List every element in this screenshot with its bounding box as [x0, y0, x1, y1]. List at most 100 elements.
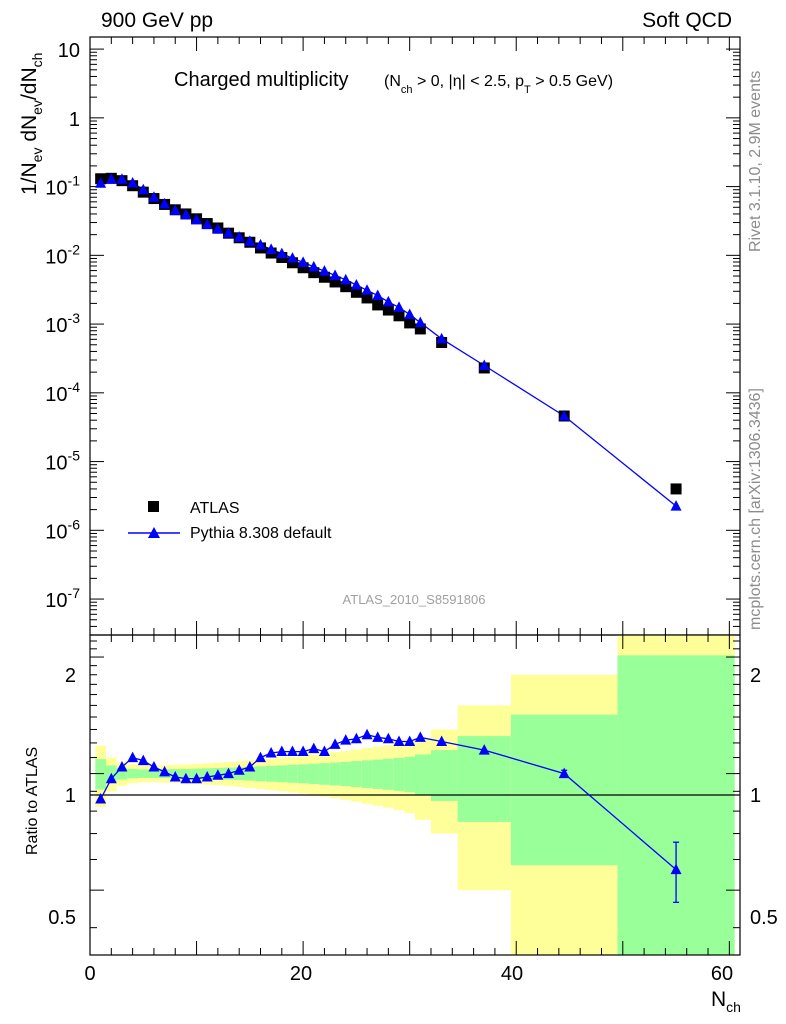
ratio-point [180, 772, 192, 784]
main-panel: 10-7 10-6 10-5 10-4 10-3 10-2 10-1 1 10 Charged … [18, 36, 741, 636]
green-band [116, 767, 128, 780]
x-tick-40: 40 [501, 963, 523, 985]
ratio-plot-frame [89, 634, 741, 956]
pythia-point [95, 177, 107, 188]
ratio-point [223, 767, 235, 779]
main-y-tick-label: 10-4 [45, 379, 80, 406]
pythia-line [100, 178, 677, 507]
ratio-point [276, 745, 288, 757]
main-y-tick-label: 10-7 [45, 585, 80, 612]
green-band [415, 754, 431, 796]
pythia-point [254, 238, 266, 250]
ratio-point [254, 751, 266, 763]
atlas-points [95, 172, 682, 495]
legend-atlas-marker [148, 501, 159, 512]
pythia-point [340, 273, 352, 285]
pythia-point [180, 208, 192, 220]
ratio-y-tick-2-right: 2 [750, 665, 761, 687]
mcplots-source-label: mcplots.cern.ch [arXiv:1306.3436] [747, 388, 764, 630]
green-band [319, 763, 330, 785]
ratio-pythia-points [95, 728, 682, 904]
green-band [329, 762, 341, 786]
pythia-point [159, 197, 171, 209]
pythia-point [350, 279, 362, 290]
pythia-point [148, 191, 160, 202]
green-band [340, 761, 352, 787]
ratio-point [201, 770, 213, 782]
ratio-point [329, 738, 341, 749]
atlas-point [393, 310, 405, 322]
green-band [430, 750, 458, 801]
pythia-point [329, 269, 341, 280]
green-band [244, 766, 256, 781]
green-band [287, 764, 298, 783]
atlas-point [372, 299, 384, 311]
ratio-point [148, 760, 160, 772]
pythia-point [265, 243, 277, 254]
pythia-point [233, 231, 245, 242]
ratio-point [95, 792, 107, 804]
main-y-tick-label: 10-1 [45, 173, 80, 200]
pythia-point [414, 316, 426, 328]
ratio-point [297, 745, 309, 757]
x-tick-0: 0 [84, 963, 95, 985]
ratio-point [558, 767, 570, 779]
atlas-point [286, 257, 298, 269]
pythia-point [372, 289, 384, 301]
ratio-point [308, 742, 320, 754]
green-band [404, 756, 415, 793]
x-tick-20: 20 [290, 963, 312, 985]
atlas-point [404, 317, 416, 329]
ratio-point [159, 765, 171, 777]
atlas-point [361, 292, 373, 304]
ratio-point [244, 760, 256, 772]
main-y-tick-label: 10-6 [45, 516, 80, 543]
ratio-point [478, 744, 490, 755]
ratio-y-tick-0.5-left: 0.5 [48, 907, 76, 929]
pythia-point [276, 247, 288, 259]
ratio-point [233, 764, 245, 775]
pythia-points [95, 173, 682, 511]
main-plot-frame [89, 36, 741, 636]
legend-atlas-label: ATLAS [190, 500, 240, 517]
green-band [137, 769, 149, 778]
pythia-point [137, 183, 149, 195]
pythia-point [558, 410, 570, 421]
ratio-point [127, 751, 139, 763]
green-band [351, 761, 362, 788]
ratio-point [169, 770, 181, 782]
main-y-ticks [90, 48, 740, 636]
green-band [95, 759, 106, 790]
green-band [617, 655, 735, 955]
green-band [510, 714, 618, 866]
main-y-tick-label: 10-3 [45, 310, 80, 337]
ratio-point [670, 863, 682, 875]
ratio-point [382, 732, 394, 744]
x-axis-label: Nch [711, 988, 741, 1015]
pythia-point [212, 223, 224, 234]
pythia-point [201, 218, 213, 230]
pythia-curve [100, 178, 677, 507]
ratio-point [436, 735, 448, 747]
legend-pythia-label: Pythia 8.308 default [190, 525, 332, 542]
pythia-point [670, 500, 682, 511]
ratio-point [340, 734, 352, 745]
atlas-point [318, 271, 330, 283]
header-left: 900 GeV pp [101, 9, 213, 32]
legend-pythia-marker [148, 527, 160, 538]
main-y-tick-label: 1 [69, 109, 80, 131]
ratio-point [350, 732, 362, 744]
main-title: Charged multiplicity (Nch > 0, |η| < 2.5… [174, 69, 613, 96]
ratio-y-tick-1-right: 1 [750, 785, 761, 807]
ratio-y-tick-1-left: 1 [65, 785, 76, 807]
rivet-version-label: Rivet 3.1.10, 2.9M events [747, 70, 764, 252]
atlas-point [329, 276, 341, 288]
pythia-point [382, 295, 394, 307]
main-title-cuts: (Nch > 0, |η| < 2.5, pT > 0.5 GeV) [384, 73, 613, 96]
main-y-tick-labels: 10-7 10-6 10-5 10-4 10-3 10-2 10-1 1 10 [45, 40, 80, 612]
ratio-point [318, 745, 330, 757]
pythia-point [308, 260, 320, 272]
ratio-panel: 2 1 0.5 2 1 0.5 Ratio to ATLAS 0 20 40 6… [24, 634, 778, 1015]
pythia-point [436, 332, 448, 344]
